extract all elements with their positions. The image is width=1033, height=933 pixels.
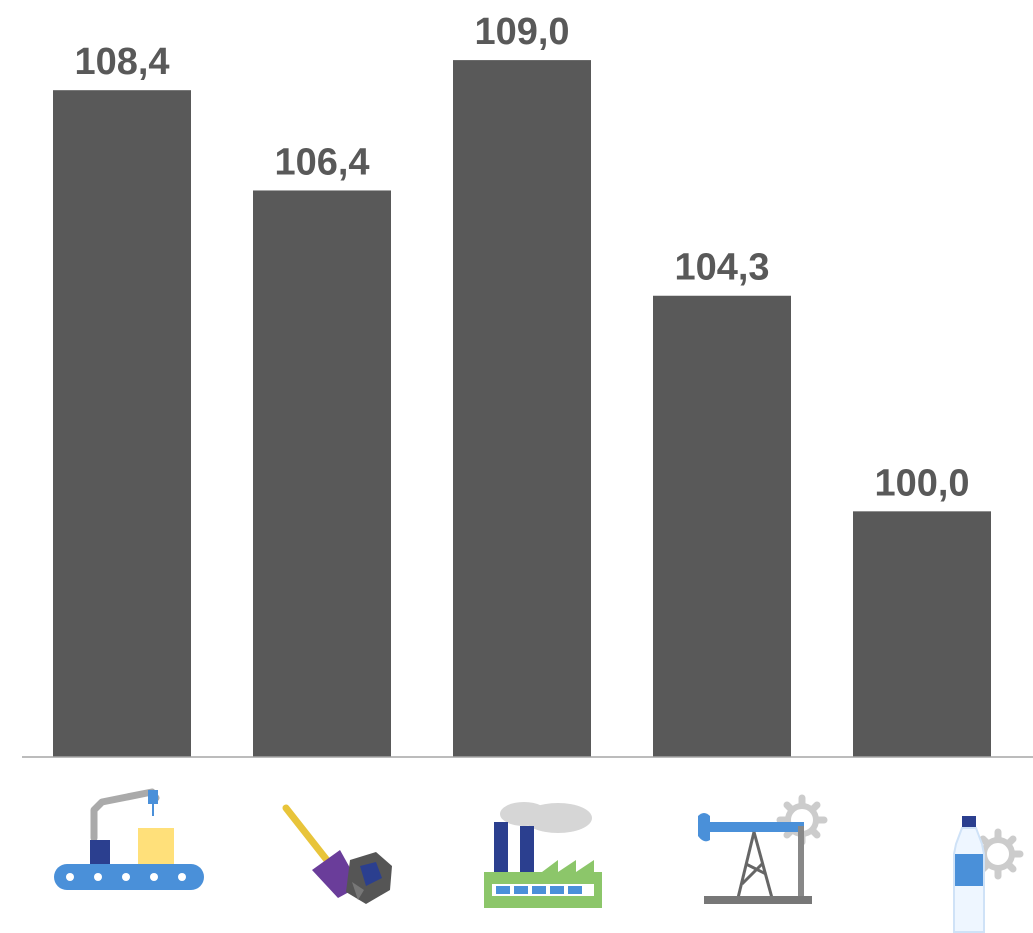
bar-4 [653,295,791,757]
factory-icon [484,802,602,908]
shovel-coal-icon [282,804,392,904]
oil-pump-icon [698,794,828,904]
bar-5 [853,511,991,757]
bars-group [53,60,991,758]
value-label-4: 104,3 [674,247,769,289]
bar-3 [453,60,591,758]
water-bottle-icon [953,816,1024,933]
value-label-3: 109,0 [474,11,569,53]
value-label-2: 106,4 [274,141,369,183]
bar-2 [253,190,391,757]
conveyor-robot-icon [54,788,204,890]
value-label-1: 108,4 [74,41,169,83]
value-label-5: 100,0 [874,462,969,504]
bar-1 [53,90,191,757]
value-labels-group: 108,4 106,4 109,0 104,3 100,0 [74,11,969,504]
